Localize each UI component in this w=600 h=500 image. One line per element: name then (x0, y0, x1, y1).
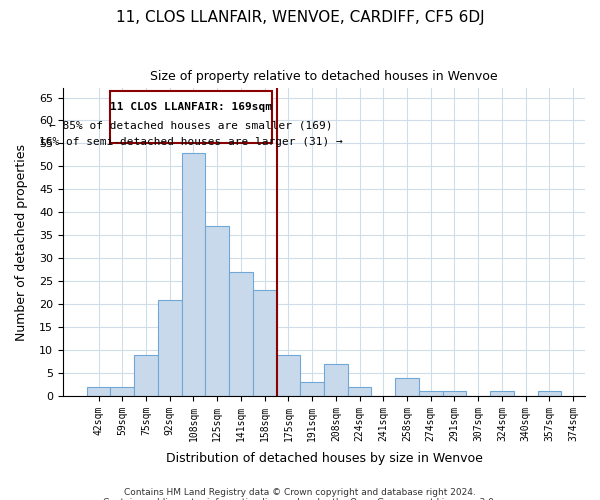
Bar (134, 354, 158, 396)
Text: Contains public sector information licensed under the Open Government Licence v3: Contains public sector information licen… (103, 498, 497, 500)
Text: 16% of semi-detached houses are larger (31) →: 16% of semi-detached houses are larger (… (39, 136, 343, 146)
Text: ← 85% of detached houses are smaller (169): ← 85% of detached houses are smaller (16… (49, 120, 333, 130)
Bar (395, 378, 419, 396)
Bar (253, 290, 277, 396)
Y-axis label: Number of detached properties: Number of detached properties (15, 144, 28, 340)
Text: 11 CLOS LLANFAIR: 169sqm: 11 CLOS LLANFAIR: 169sqm (110, 102, 272, 112)
Bar (419, 392, 443, 396)
Bar (110, 386, 134, 396)
Bar (158, 300, 182, 396)
Bar (490, 392, 514, 396)
Bar (324, 364, 348, 396)
Bar (182, 152, 205, 396)
Bar (443, 392, 466, 396)
X-axis label: Distribution of detached houses by size in Wenvoe: Distribution of detached houses by size … (166, 452, 482, 465)
Title: Size of property relative to detached houses in Wenvoe: Size of property relative to detached ho… (150, 70, 498, 83)
Text: Contains HM Land Registry data © Crown copyright and database right 2024.: Contains HM Land Registry data © Crown c… (124, 488, 476, 497)
Bar (538, 392, 561, 396)
Text: 11, CLOS LLANFAIR, WENVOE, CARDIFF, CF5 6DJ: 11, CLOS LLANFAIR, WENVOE, CARDIFF, CF5 … (116, 10, 484, 25)
Bar (86, 386, 110, 396)
Bar (229, 272, 253, 396)
Bar (277, 354, 300, 396)
Bar (348, 386, 371, 396)
Bar (205, 226, 229, 396)
FancyBboxPatch shape (110, 90, 272, 144)
Bar (300, 382, 324, 396)
